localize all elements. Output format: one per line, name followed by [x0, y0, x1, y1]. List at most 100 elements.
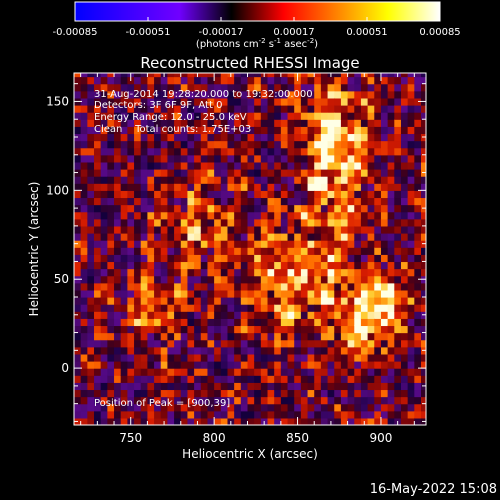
heatmap-cell — [227, 368, 235, 376]
heatmap-cell — [294, 346, 302, 355]
heatmap-cell — [394, 247, 402, 255]
heatmap-cell — [387, 240, 395, 248]
heatmap-cell — [180, 218, 189, 227]
heatmap-cell — [280, 169, 289, 177]
heatmap-cell — [280, 318, 289, 327]
heatmap-cell — [214, 233, 222, 241]
heatmap-cell — [187, 368, 195, 376]
heatmap-cell — [87, 225, 95, 234]
heatmap-cell — [174, 375, 182, 383]
heatmap-cell — [127, 233, 135, 241]
colorbar-label: (photons cm-2 s-1 asec-2) — [196, 37, 318, 50]
heatmap-cell — [154, 211, 162, 220]
heatmap-cell — [360, 311, 369, 319]
heatmap-cell — [114, 353, 122, 362]
heatmap-cell — [254, 417, 262, 425]
heatmap-cell — [234, 304, 242, 312]
heatmap-cell — [260, 275, 269, 284]
heatmap-cell — [287, 361, 295, 369]
heatmap-cell — [87, 254, 95, 263]
heatmap-cell — [154, 297, 162, 305]
heatmap-cell — [134, 112, 142, 120]
heatmap-cell — [294, 375, 302, 383]
heatmap-cell — [220, 304, 229, 312]
heatmap-cell — [187, 382, 195, 391]
heatmap-cell — [154, 275, 162, 284]
heatmap-cell — [354, 375, 362, 383]
heatmap-cell — [240, 140, 249, 149]
heatmap-cell — [107, 396, 115, 405]
heatmap-cell — [394, 83, 402, 92]
heatmap-cell — [127, 396, 135, 405]
heatmap-cell — [274, 368, 282, 376]
heatmap-cell — [287, 325, 295, 334]
heatmap-cell — [421, 375, 426, 383]
heatmap-cell — [247, 204, 255, 213]
heatmap-cell — [194, 169, 202, 177]
heatmap-cell — [267, 403, 275, 412]
heatmap-cell — [300, 325, 309, 334]
heatmap-cell — [374, 247, 382, 255]
heatmap-cell — [421, 297, 426, 305]
heatmap-cell — [94, 282, 102, 291]
heatmap-cell — [294, 361, 302, 369]
heatmap-cell — [100, 140, 108, 149]
heatmap-cell — [400, 375, 409, 383]
heatmap-cell — [267, 268, 275, 277]
heatmap-cell — [307, 389, 315, 398]
heatmap-cell — [380, 211, 389, 220]
heatmap-cell — [100, 389, 108, 398]
heatmap-cell — [400, 112, 409, 120]
heatmap-cell — [160, 403, 169, 412]
heatmap-cell — [147, 190, 155, 199]
heatmap-cell — [394, 161, 402, 170]
heatmap-cell — [374, 83, 382, 92]
heatmap-cell — [274, 332, 282, 341]
heatmap-cell — [207, 289, 215, 298]
heatmap-cell — [140, 126, 148, 135]
heatmap-cell — [200, 154, 209, 163]
heatmap-cell — [114, 254, 122, 263]
heatmap-cell — [367, 247, 375, 255]
heatmap-cell — [414, 204, 422, 213]
heatmap-cell — [227, 176, 235, 184]
heatmap-cell — [94, 289, 102, 298]
heatmap-cell — [174, 190, 182, 199]
heatmap-cell — [394, 353, 402, 362]
heatmap-cell — [327, 97, 335, 106]
heatmap-cell — [140, 176, 148, 184]
heatmap-cell — [360, 410, 369, 419]
heatmap-cell — [174, 247, 182, 255]
heatmap-cell — [267, 105, 275, 113]
heatmap-cell — [334, 311, 342, 319]
heatmap-cell — [100, 147, 108, 156]
heatmap-cell — [294, 396, 302, 405]
heatmap-cell — [94, 176, 102, 184]
heatmap-cell — [160, 240, 169, 248]
heatmap-cell — [407, 297, 415, 305]
heatmap-cell — [187, 225, 195, 234]
heatmap-cell — [227, 325, 235, 334]
heatmap-cell — [340, 389, 349, 398]
heatmap-cell — [280, 183, 289, 191]
heatmap-cell — [254, 297, 262, 305]
heatmap-cell — [120, 403, 128, 412]
heatmap-cell — [320, 190, 329, 199]
heatmap-cell — [160, 339, 169, 348]
heatmap-cell — [247, 304, 255, 312]
heatmap-cell — [421, 368, 426, 376]
heatmap-cell — [254, 73, 262, 78]
heatmap-cell — [227, 97, 235, 106]
heatmap-cell — [227, 147, 235, 156]
heatmap-cell — [287, 382, 295, 391]
heatmap-cell — [107, 325, 115, 334]
heatmap-cell — [194, 176, 202, 184]
heatmap-cell — [147, 382, 155, 391]
heatmap-cell — [367, 311, 375, 319]
heatmap-cell — [347, 254, 355, 263]
heatmap-cell — [200, 140, 209, 149]
heatmap-cell — [387, 225, 395, 234]
heatmap-cell — [274, 346, 282, 355]
heatmap-cell — [207, 254, 215, 263]
heatmap-cell — [114, 297, 122, 305]
